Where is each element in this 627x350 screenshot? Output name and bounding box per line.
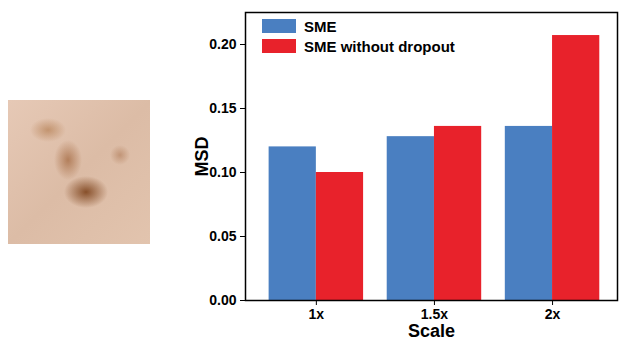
svg-text:0.00: 0.00 <box>209 292 236 308</box>
svg-text:0.10: 0.10 <box>209 164 236 180</box>
svg-text:Scale: Scale <box>408 321 455 341</box>
svg-text:0.05: 0.05 <box>209 228 236 244</box>
svg-text:1x: 1x <box>309 306 325 322</box>
html-text:SME without dropout: SME without dropout <box>304 37 455 55</box>
svg-text:2x: 2x <box>545 306 561 322</box>
html-text:SME: SME <box>304 17 337 35</box>
svg-text:1.5x: 1.5x <box>420 306 449 323</box>
svg-text:0.20: 0.20 <box>209 36 236 52</box>
svg-text:MSD: MSD <box>192 137 212 177</box>
svg-text:0.15: 0.15 <box>209 100 236 116</box>
